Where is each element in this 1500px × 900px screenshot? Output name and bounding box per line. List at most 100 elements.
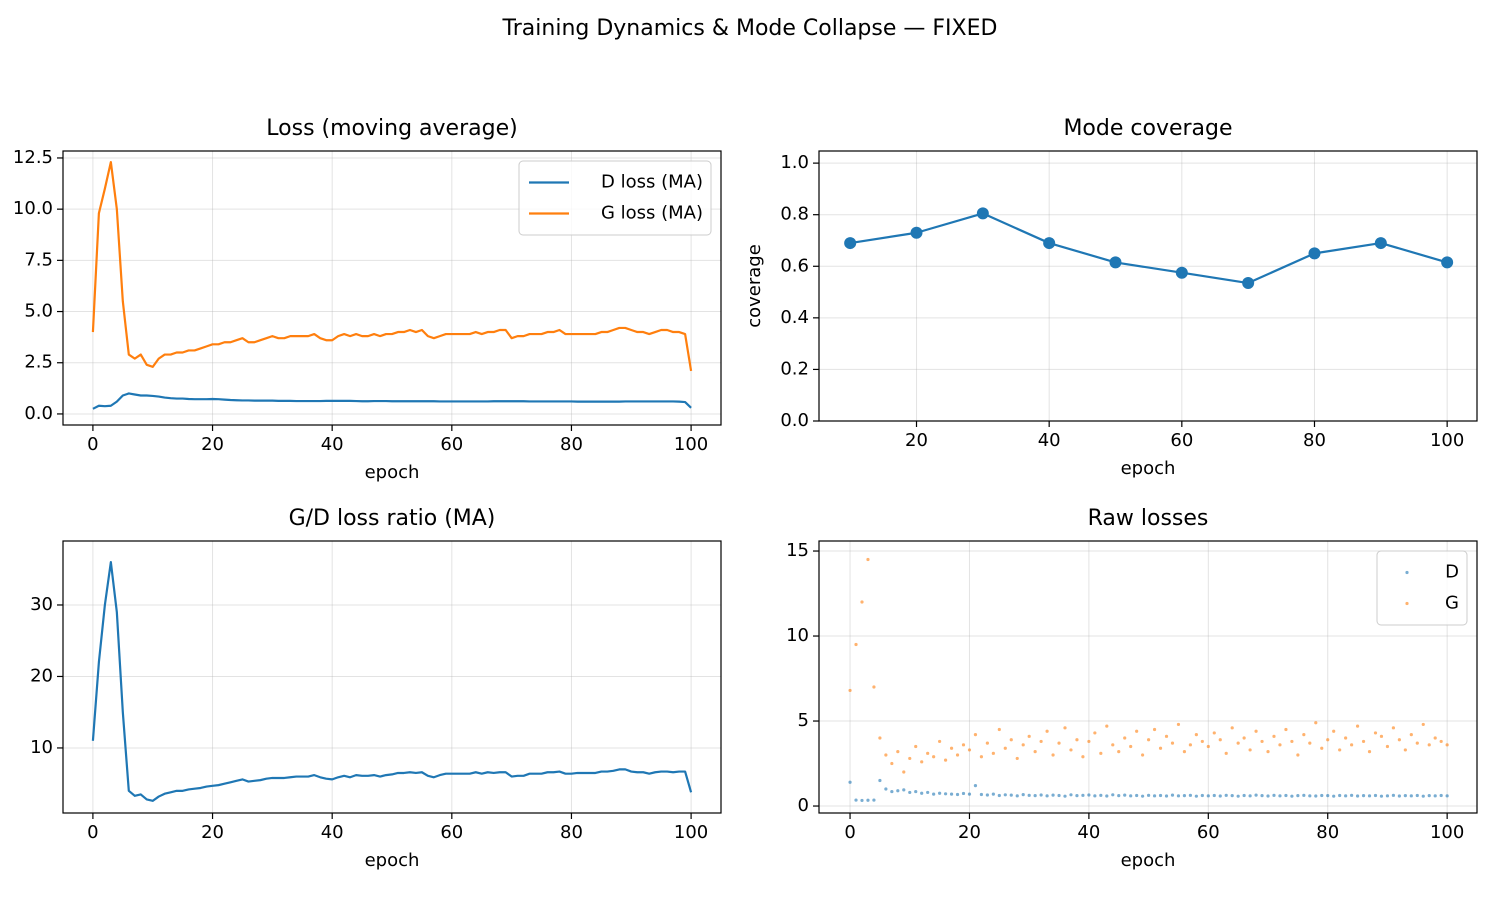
data-point bbox=[860, 600, 864, 604]
data-line bbox=[850, 212, 1448, 285]
data-point bbox=[926, 751, 930, 755]
data-line bbox=[91, 160, 693, 372]
data-point bbox=[1141, 794, 1145, 798]
data-point bbox=[1176, 794, 1181, 798]
data-point bbox=[955, 753, 960, 757]
data-point bbox=[1332, 794, 1336, 798]
x-tick-label: 40 bbox=[321, 822, 344, 843]
data-point bbox=[938, 791, 942, 795]
data-point bbox=[1409, 794, 1413, 798]
data-point bbox=[1063, 726, 1067, 730]
x-tick-label: 40 bbox=[1077, 822, 1100, 843]
data-point bbox=[985, 793, 989, 797]
axes-frame bbox=[818, 540, 1478, 814]
data-point bbox=[1188, 793, 1192, 797]
data-point bbox=[1391, 726, 1396, 730]
data-point bbox=[1248, 748, 1252, 752]
data-point bbox=[943, 758, 948, 762]
data-point bbox=[902, 788, 906, 792]
x-tick-label: 60 bbox=[1170, 430, 1193, 451]
data-point bbox=[848, 688, 852, 693]
y-tick-label: 30 bbox=[30, 594, 53, 615]
data-point bbox=[848, 780, 852, 784]
data-point bbox=[1361, 739, 1366, 744]
data-point bbox=[1015, 756, 1019, 761]
data-point bbox=[1326, 794, 1330, 798]
x-tick-label: 0 bbox=[87, 434, 98, 455]
data-point bbox=[1374, 237, 1387, 250]
data-point bbox=[1266, 794, 1270, 798]
data-point bbox=[1427, 743, 1431, 747]
data-point bbox=[1123, 793, 1127, 797]
x-axis-label: epoch bbox=[365, 462, 420, 483]
y-tick-label: 0.0 bbox=[24, 403, 53, 424]
data-point bbox=[914, 789, 918, 794]
data-point bbox=[884, 787, 888, 791]
data-point bbox=[1175, 266, 1188, 279]
data-point bbox=[1087, 793, 1091, 797]
data-point bbox=[1087, 739, 1091, 744]
subplot-title: Loss (moving average) bbox=[266, 116, 517, 141]
data-point bbox=[1135, 793, 1139, 798]
data-point bbox=[860, 798, 864, 803]
data-point bbox=[1170, 793, 1175, 797]
data-point bbox=[1403, 748, 1407, 752]
y-axis-label: coverage bbox=[744, 244, 765, 328]
data-point bbox=[967, 792, 972, 796]
data-point bbox=[1063, 794, 1067, 798]
data-point bbox=[1433, 794, 1437, 798]
x-tick-label: 0 bbox=[87, 822, 98, 843]
data-point bbox=[854, 798, 858, 802]
data-point bbox=[1266, 750, 1270, 754]
data-point bbox=[1218, 738, 1222, 742]
data-point bbox=[1188, 743, 1192, 747]
data-point bbox=[1344, 794, 1348, 798]
data-point bbox=[1075, 794, 1079, 798]
data-point bbox=[1117, 750, 1121, 754]
data-point bbox=[1105, 794, 1109, 798]
data-point bbox=[1409, 733, 1413, 737]
legend-label: D loss (MA) bbox=[601, 172, 703, 193]
data-point bbox=[1260, 794, 1264, 798]
data-point bbox=[997, 793, 1001, 798]
data-point bbox=[1212, 793, 1216, 798]
data-point bbox=[1129, 744, 1133, 749]
data-point bbox=[1385, 794, 1390, 798]
data-point bbox=[1332, 729, 1336, 733]
data-point bbox=[1069, 748, 1073, 752]
data-point bbox=[1200, 739, 1204, 744]
subplot: Mode coverage epoch coverage 20 40 60 80 100 0.0… bbox=[744, 116, 1478, 479]
data-point bbox=[1033, 794, 1037, 798]
data-point bbox=[1254, 793, 1258, 797]
data-point bbox=[1296, 753, 1300, 757]
data-point bbox=[1015, 794, 1019, 798]
data-point bbox=[1200, 793, 1204, 798]
legend-box bbox=[1376, 550, 1468, 626]
legend-box bbox=[518, 160, 712, 236]
data-point bbox=[854, 642, 858, 647]
data-point bbox=[1367, 750, 1372, 754]
y-tick-label: 1.0 bbox=[780, 152, 809, 173]
data-point bbox=[1158, 793, 1163, 798]
data-point bbox=[1194, 794, 1198, 798]
x-tick-label: 100 bbox=[1430, 822, 1464, 843]
data-point bbox=[1003, 793, 1007, 797]
data-point bbox=[1003, 746, 1007, 750]
data-point bbox=[1338, 748, 1342, 752]
data-point bbox=[1176, 722, 1181, 727]
data-point bbox=[1111, 743, 1115, 747]
data-point bbox=[908, 790, 912, 795]
data-point bbox=[1421, 722, 1425, 727]
subplot-title: Raw losses bbox=[1088, 506, 1209, 531]
data-point bbox=[1194, 733, 1198, 737]
data-point bbox=[961, 791, 966, 796]
data-point bbox=[1391, 793, 1396, 797]
x-tick-label: 0 bbox=[844, 822, 855, 843]
data-point bbox=[1206, 794, 1210, 798]
x-tick-label: 100 bbox=[1430, 430, 1464, 451]
data-point bbox=[1039, 793, 1043, 797]
data-point bbox=[979, 792, 984, 797]
data-point bbox=[1230, 794, 1234, 798]
data-point bbox=[1021, 793, 1025, 797]
data-point bbox=[1081, 755, 1085, 759]
